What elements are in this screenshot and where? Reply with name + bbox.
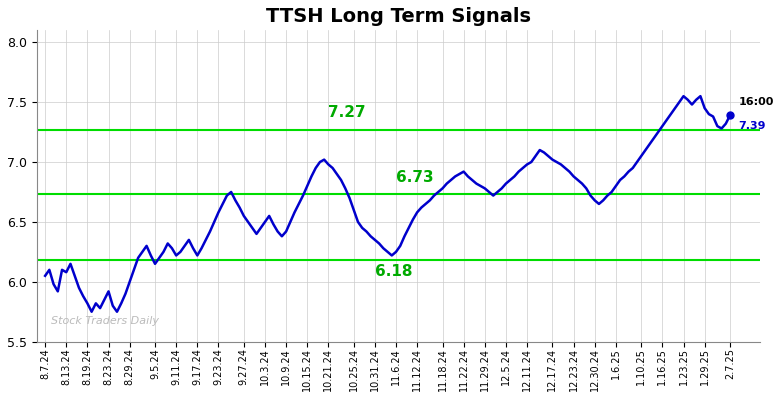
Text: 16:00: 16:00: [739, 97, 774, 107]
Text: 6.73: 6.73: [396, 170, 434, 185]
Text: 6.18: 6.18: [375, 264, 412, 279]
Text: Stock Traders Daily: Stock Traders Daily: [51, 316, 159, 326]
Text: 7.27: 7.27: [328, 105, 366, 119]
Title: TTSH Long Term Signals: TTSH Long Term Signals: [266, 7, 531, 26]
Text: 7.39: 7.39: [739, 121, 766, 131]
